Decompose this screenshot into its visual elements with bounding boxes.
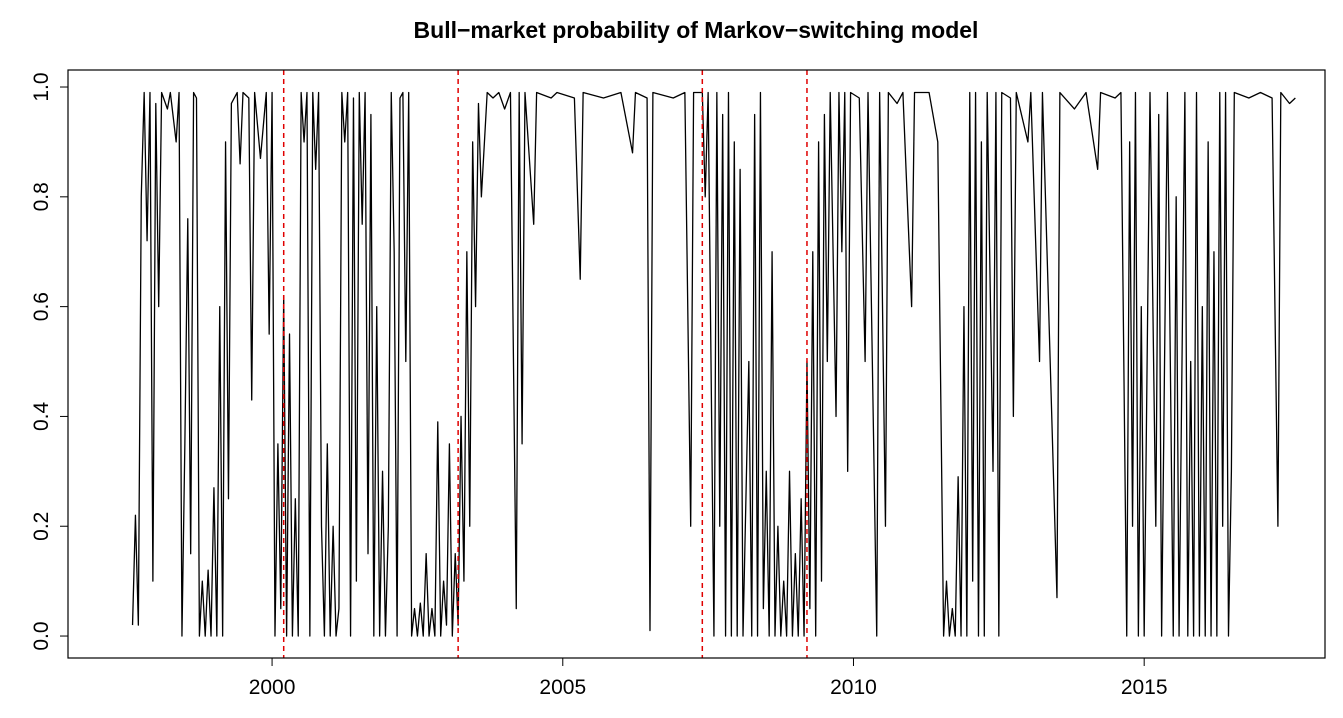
y-tick-label: 1.0 [30, 72, 53, 101]
y-tick-label: 0.2 [30, 512, 53, 541]
x-tick-label: 2010 [830, 676, 877, 699]
x-tick-label: 2000 [249, 676, 296, 699]
chart-title: Bull−market probability of Markov−switch… [414, 17, 979, 43]
y-tick-label: 0.0 [30, 621, 53, 650]
x-tick-label: 2015 [1121, 676, 1168, 699]
y-tick-label: 0.6 [30, 292, 53, 321]
plot-frame [67, 69, 1326, 659]
series-line [131, 91, 1296, 637]
y-tick-label: 0.8 [30, 182, 53, 211]
x-tick-label: 2005 [539, 676, 586, 699]
y-tick-label: 0.4 [30, 402, 53, 432]
